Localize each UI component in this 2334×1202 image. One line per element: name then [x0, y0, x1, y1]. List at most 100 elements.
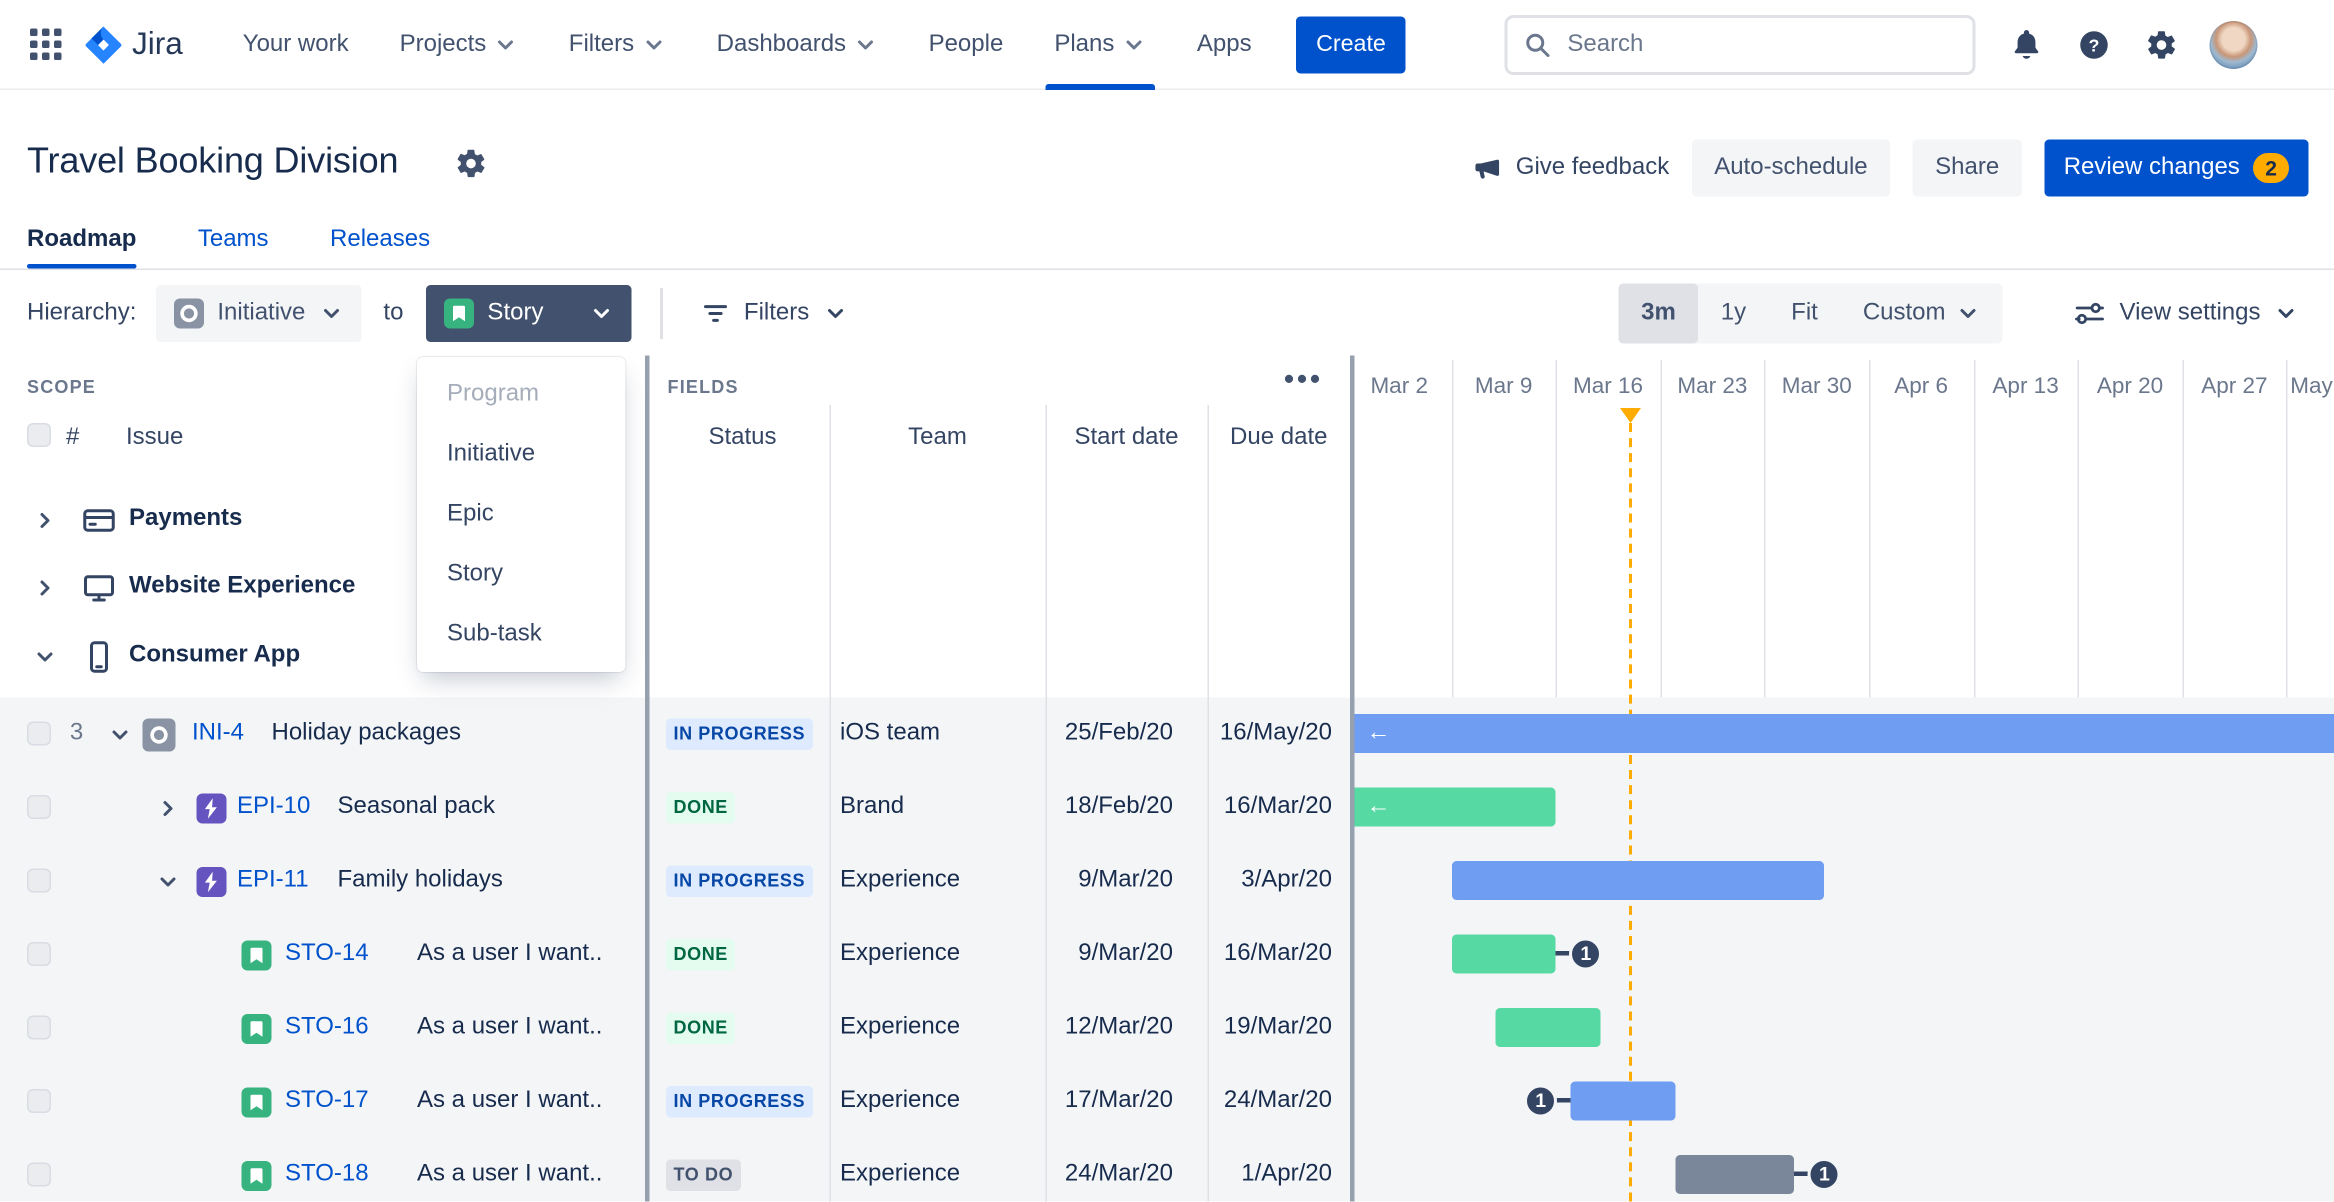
- scope-group-website-experience[interactable]: Website Experience: [0, 555, 645, 621]
- row-checkbox[interactable]: [27, 1015, 51, 1040]
- menu-item-sub-task[interactable]: Sub-task: [447, 621, 542, 647]
- view-settings-button[interactable]: View settings: [2064, 296, 2307, 332]
- nav-item-people[interactable]: People: [929, 0, 1004, 89]
- issue-title[interactable]: Seasonal pack: [337, 793, 495, 820]
- gantt-bar[interactable]: [1675, 1155, 1795, 1194]
- status-badge[interactable]: IN PROGRESS: [666, 1086, 813, 1118]
- scope-group-consumer-app[interactable]: Consumer App: [0, 624, 645, 690]
- column-header-team[interactable]: Team: [908, 424, 967, 451]
- team-cell[interactable]: iOS team: [840, 720, 941, 746]
- jira-logo[interactable]: Jira: [84, 25, 183, 64]
- start-date-cell[interactable]: 9/Mar/20: [1078, 867, 1173, 893]
- issue-key[interactable]: EPI-10: [237, 793, 311, 820]
- nav-item-apps[interactable]: Apps: [1197, 0, 1252, 89]
- status-badge[interactable]: IN PROGRESS: [666, 865, 813, 897]
- team-cell[interactable]: Experience: [840, 1014, 961, 1040]
- due-date-cell[interactable]: 16/Mar/20: [1223, 940, 1332, 967]
- due-date-cell[interactable]: 16/May/20: [1219, 720, 1332, 746]
- gantt-bar[interactable]: [1570, 1081, 1676, 1121]
- team-cell[interactable]: Experience: [840, 867, 961, 893]
- team-cell[interactable]: Experience: [840, 1087, 961, 1114]
- expand-chevron-icon[interactable]: [156, 797, 180, 821]
- search-input[interactable]: [1564, 29, 1958, 60]
- scope-group-payments[interactable]: Payments: [0, 488, 645, 554]
- tab-teams[interactable]: Teams: [197, 225, 269, 252]
- row-checkbox[interactable]: [27, 721, 51, 746]
- select-all-checkbox[interactable]: [27, 423, 51, 447]
- notifications-bell-icon[interactable]: [2010, 28, 2043, 61]
- hierarchy-from-dropdown[interactable]: Initiative: [155, 285, 361, 342]
- row-checkbox[interactable]: [27, 795, 51, 819]
- settings-gear-icon[interactable]: [2145, 28, 2178, 61]
- due-date-cell[interactable]: 1/Apr/20: [1241, 1161, 1332, 1187]
- share-button[interactable]: Share: [1912, 139, 2022, 197]
- nav-item-dashboards[interactable]: Dashboards: [717, 0, 878, 89]
- zoom-option-3m[interactable]: 3m: [1618, 283, 1699, 344]
- menu-item-story[interactable]: Story: [447, 561, 504, 587]
- issue-title[interactable]: Holiday packages: [271, 720, 461, 746]
- create-button[interactable]: Create: [1296, 15, 1406, 73]
- status-badge[interactable]: DONE: [666, 792, 736, 824]
- tab-roadmap[interactable]: Roadmap: [27, 210, 136, 269]
- start-date-cell[interactable]: 25/Feb/20: [1064, 720, 1173, 746]
- nav-item-your-work[interactable]: Your work: [243, 0, 349, 89]
- menu-item-program[interactable]: Program: [447, 381, 540, 407]
- due-date-cell[interactable]: 16/Mar/20: [1223, 793, 1332, 820]
- start-date-cell[interactable]: 17/Mar/20: [1064, 1087, 1173, 1114]
- team-cell[interactable]: Experience: [840, 940, 961, 967]
- start-date-cell[interactable]: 12/Mar/20: [1064, 1014, 1173, 1040]
- auto-schedule-button[interactable]: Auto-schedule: [1691, 139, 1891, 197]
- issue-title[interactable]: As a user I want..: [417, 940, 603, 967]
- today-marker-triangle[interactable]: [1620, 408, 1641, 423]
- start-date-cell[interactable]: 24/Mar/20: [1064, 1161, 1173, 1187]
- due-date-cell[interactable]: 19/Mar/20: [1223, 1014, 1332, 1040]
- expand-chevron-icon[interactable]: [33, 645, 57, 669]
- row-checkbox[interactable]: [27, 868, 51, 893]
- status-badge[interactable]: IN PROGRESS: [666, 718, 813, 750]
- issue-title[interactable]: As a user I want..: [417, 1161, 603, 1187]
- nav-item-filters[interactable]: Filters: [569, 0, 666, 89]
- expand-chevron-icon[interactable]: [33, 576, 57, 600]
- expand-chevron-icon[interactable]: [108, 723, 132, 747]
- hierarchy-to-dropdown[interactable]: Story: [425, 285, 632, 342]
- issue-key[interactable]: STO-14: [285, 940, 369, 967]
- column-header-start-date[interactable]: Start date: [1074, 424, 1179, 451]
- nav-item-projects[interactable]: Projects: [400, 0, 518, 89]
- zoom-option-fit[interactable]: Fit: [1769, 284, 1841, 344]
- fields-timeline-divider[interactable]: [1350, 355, 1355, 1202]
- tab-releases[interactable]: Releases: [330, 225, 431, 252]
- issue-key[interactable]: EPI-11: [237, 867, 309, 893]
- review-changes-button[interactable]: Review changes 2: [2044, 139, 2309, 197]
- gantt-bar[interactable]: [1451, 934, 1556, 974]
- expand-chevron-icon[interactable]: [33, 509, 57, 533]
- plan-settings-gear-icon[interactable]: [455, 147, 488, 180]
- row-checkbox[interactable]: [27, 1089, 51, 1113]
- gantt-bar[interactable]: [1496, 1008, 1601, 1047]
- avatar[interactable]: [2209, 20, 2258, 69]
- start-date-cell[interactable]: 18/Feb/20: [1064, 793, 1173, 820]
- menu-item-epic[interactable]: Epic: [447, 501, 494, 527]
- issue-key[interactable]: STO-16: [285, 1014, 369, 1040]
- give-feedback-button[interactable]: Give feedback: [1471, 152, 1669, 184]
- team-cell[interactable]: Brand: [840, 793, 905, 820]
- app-switcher-icon[interactable]: [30, 27, 63, 61]
- gantt-bar[interactable]: ←: [1354, 714, 2334, 753]
- help-icon[interactable]: ?: [2077, 28, 2110, 61]
- start-date-cell[interactable]: 9/Mar/20: [1078, 940, 1173, 967]
- status-badge[interactable]: DONE: [666, 1012, 736, 1044]
- column-header-status[interactable]: Status: [708, 424, 777, 451]
- row-checkbox[interactable]: [27, 942, 51, 966]
- due-date-cell[interactable]: 24/Mar/20: [1223, 1087, 1332, 1114]
- issue-title[interactable]: As a user I want..: [417, 1014, 603, 1040]
- fields-more-icon[interactable]: •••: [1284, 364, 1323, 397]
- status-badge[interactable]: TO DO: [666, 1159, 741, 1191]
- column-header-due-date[interactable]: Due date: [1230, 424, 1328, 451]
- zoom-option-1y[interactable]: 1y: [1698, 284, 1768, 344]
- gantt-bar[interactable]: ←: [1354, 787, 1556, 827]
- issue-key[interactable]: STO-18: [285, 1161, 369, 1187]
- gantt-bar[interactable]: [1451, 861, 1825, 900]
- issue-key[interactable]: STO-17: [285, 1087, 369, 1114]
- dependency-count-badge[interactable]: 1: [1524, 1084, 1558, 1118]
- dependency-count-badge[interactable]: 1: [1569, 937, 1603, 971]
- issue-key[interactable]: INI-4: [192, 720, 245, 746]
